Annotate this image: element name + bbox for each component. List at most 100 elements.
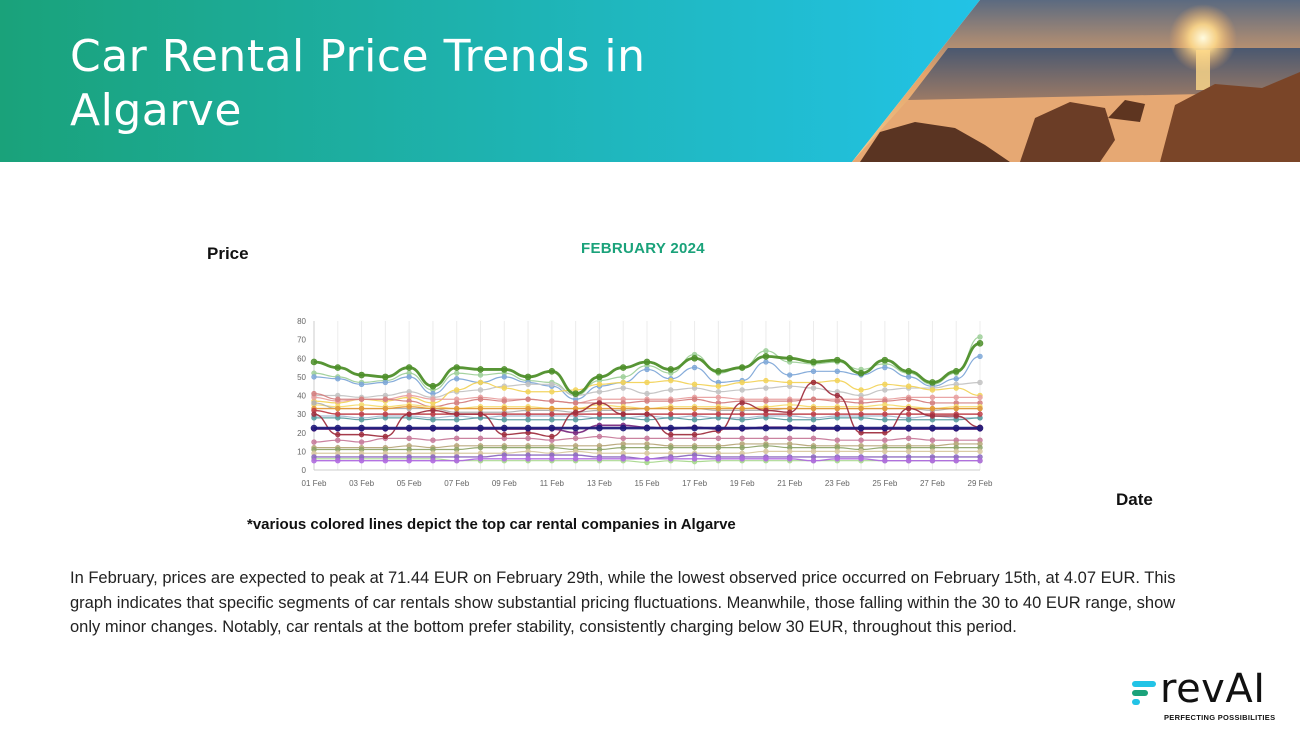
data-point xyxy=(715,405,722,412)
data-point xyxy=(905,424,912,432)
data-point xyxy=(311,390,317,397)
data-point xyxy=(549,398,555,404)
series-line-group xyxy=(311,433,983,445)
data-point xyxy=(976,340,984,347)
x-tick-label: 03 Feb xyxy=(349,479,374,488)
data-point xyxy=(763,435,769,442)
data-point xyxy=(501,385,507,391)
data-point xyxy=(525,456,531,462)
data-point xyxy=(430,407,436,414)
data-point xyxy=(691,364,698,371)
data-point xyxy=(430,437,436,443)
data-point xyxy=(810,424,817,432)
series-line-group xyxy=(311,379,983,401)
data-point xyxy=(810,448,817,455)
data-point xyxy=(382,424,389,432)
data-point xyxy=(929,413,936,419)
data-point xyxy=(763,348,769,354)
data-point xyxy=(430,457,436,464)
data-point xyxy=(905,374,912,380)
data-point xyxy=(977,334,983,340)
data-point xyxy=(905,396,912,402)
data-point xyxy=(787,409,793,415)
data-point xyxy=(596,389,603,395)
data-point xyxy=(787,435,793,442)
data-point xyxy=(881,356,889,364)
data-point xyxy=(406,411,412,417)
data-point xyxy=(501,444,507,451)
x-axis-label: Date xyxy=(1116,490,1153,509)
x-tick-label: 15 Feb xyxy=(635,479,660,488)
data-point xyxy=(644,405,650,412)
data-point xyxy=(905,417,912,423)
data-point xyxy=(881,424,889,432)
data-point xyxy=(501,374,507,380)
data-point xyxy=(882,417,888,423)
data-point xyxy=(667,424,675,432)
data-point xyxy=(620,405,626,412)
x-tick-label: 29 Feb xyxy=(968,479,993,488)
data-point xyxy=(619,364,627,371)
series-line-group xyxy=(310,340,984,397)
data-point xyxy=(739,405,745,412)
y-tick-label: 40 xyxy=(297,392,306,401)
y-tick-label: 80 xyxy=(297,317,306,326)
data-point xyxy=(834,392,840,399)
data-point xyxy=(525,411,531,417)
data-point xyxy=(858,437,864,443)
data-point xyxy=(406,403,412,410)
data-point xyxy=(977,353,983,360)
data-point xyxy=(691,431,698,438)
data-point xyxy=(763,448,769,455)
data-point xyxy=(905,367,912,375)
data-point xyxy=(358,396,365,402)
data-point xyxy=(620,456,626,462)
data-point xyxy=(311,439,317,445)
data-point xyxy=(596,381,603,388)
data-point xyxy=(668,431,674,438)
series-line-group xyxy=(310,424,984,432)
data-point xyxy=(334,424,342,432)
data-point xyxy=(858,405,864,412)
revai-logo: revAI PERFECTING POSSIBILITIES xyxy=(1130,666,1290,724)
data-point xyxy=(501,411,507,417)
data-point xyxy=(905,383,912,389)
data-point xyxy=(977,394,983,401)
data-point xyxy=(810,368,817,374)
data-point xyxy=(382,373,389,381)
data-point xyxy=(834,448,840,455)
data-point xyxy=(430,417,436,423)
logo-tagline: PERFECTING POSSIBILITIES xyxy=(1164,713,1276,722)
data-point xyxy=(477,424,484,432)
data-point xyxy=(857,424,865,432)
data-point xyxy=(810,435,817,442)
data-point xyxy=(882,364,888,371)
data-point xyxy=(454,411,460,417)
data-point xyxy=(810,405,817,412)
chart-axes: 0 10 20 30 40 50 60 70 80 01 Feb 03 Feb 05 Feb 07 Fe… xyxy=(297,317,993,488)
data-point xyxy=(429,382,437,390)
data-point xyxy=(572,435,579,442)
x-tick-label: 25 Feb xyxy=(872,479,897,488)
y-tick-label: 20 xyxy=(297,429,306,438)
data-point xyxy=(715,456,722,462)
data-point xyxy=(763,456,769,462)
x-tick-label: 07 Feb xyxy=(444,479,469,488)
data-point xyxy=(524,373,532,381)
data-point xyxy=(572,424,579,432)
data-point xyxy=(929,424,936,432)
data-point xyxy=(454,405,460,412)
data-point xyxy=(620,435,626,442)
data-point xyxy=(929,387,936,393)
data-point xyxy=(882,457,888,464)
data-point xyxy=(382,457,389,464)
data-point xyxy=(525,389,531,395)
data-point xyxy=(620,385,626,391)
data-point xyxy=(786,354,794,362)
data-point xyxy=(738,424,746,432)
price-line-chart: 0 10 20 30 40 50 60 70 80 01 Feb 03 Feb 05 Feb 07 Fe… xyxy=(297,317,993,488)
header-background xyxy=(0,0,1300,162)
data-point xyxy=(596,433,603,440)
data-point xyxy=(953,385,959,391)
data-point xyxy=(834,405,840,412)
